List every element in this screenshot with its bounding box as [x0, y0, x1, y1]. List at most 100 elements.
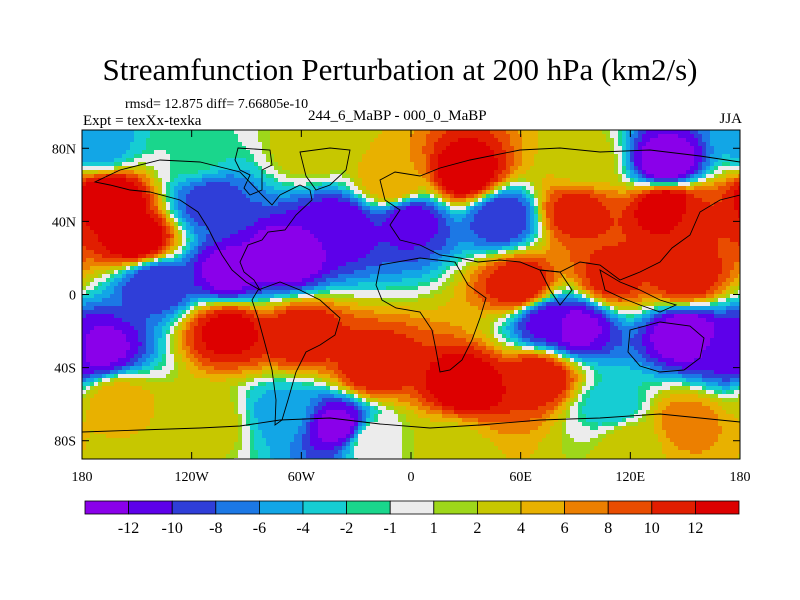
field-cell [270, 254, 275, 259]
field-cell [302, 158, 307, 163]
field-cell [170, 270, 175, 275]
field-cell [282, 206, 287, 211]
field-cell [278, 290, 283, 295]
field-cell [230, 214, 235, 219]
field-cell [254, 398, 259, 403]
field-cell [290, 162, 295, 167]
field-cell [218, 198, 223, 203]
field-cell [266, 322, 271, 327]
field-cell [314, 330, 319, 335]
field-cell [166, 410, 171, 415]
field-cell [110, 278, 115, 283]
field-cell [194, 286, 199, 291]
field-cell [166, 146, 171, 151]
field-cell [302, 334, 307, 339]
field-cell [306, 342, 311, 347]
field-cell [286, 222, 291, 227]
field-cell [294, 198, 299, 203]
field-cell [286, 162, 291, 167]
field-cell [126, 422, 131, 427]
field-cell [286, 390, 291, 395]
field-cell [250, 330, 255, 335]
field-cell [154, 314, 159, 319]
field-cell [118, 378, 123, 383]
field-cell [182, 354, 187, 359]
field-cell [270, 422, 275, 427]
field-cell [294, 238, 299, 243]
field-cell [198, 270, 203, 275]
field-cell [230, 134, 235, 139]
field-cell [126, 242, 131, 247]
field-cell [230, 298, 235, 303]
field-cell [322, 178, 327, 183]
field-cell [306, 454, 311, 459]
field-cell [154, 298, 159, 303]
field-cell [118, 342, 123, 347]
field-cell [250, 278, 255, 283]
field-cell [158, 218, 163, 223]
field-cell [258, 410, 263, 415]
field-cell [134, 226, 139, 231]
field-cell [310, 310, 315, 315]
field-cell [314, 158, 319, 163]
field-cell [286, 286, 291, 291]
field-cell [234, 266, 239, 271]
field-cell [258, 130, 263, 135]
field-cell [306, 430, 311, 435]
field-cell [242, 246, 247, 251]
field-cell [234, 186, 239, 191]
field-cell [206, 250, 211, 255]
field-cell [282, 174, 287, 179]
field-cell [206, 130, 211, 135]
field-cell [118, 214, 123, 219]
field-cell [126, 414, 131, 419]
field-cell [134, 358, 139, 363]
field-cell [306, 234, 311, 239]
field-cell [282, 226, 287, 231]
field-cell [110, 382, 115, 387]
field-cell [218, 146, 223, 151]
field-cell [98, 218, 103, 223]
field-cell [198, 198, 203, 203]
field-cell [218, 254, 223, 259]
field-cell [270, 434, 275, 439]
field-cell [310, 382, 315, 387]
field-cell [278, 346, 283, 351]
field-cell [302, 130, 307, 135]
field-cell [134, 266, 139, 271]
field-cell [122, 454, 127, 459]
field-cell [178, 398, 183, 403]
field-cell [146, 166, 151, 171]
field-cell [222, 398, 227, 403]
field-cell [302, 154, 307, 159]
field-cell [186, 450, 191, 455]
field-cell [142, 402, 147, 407]
field-cell [118, 150, 123, 155]
field-cell [166, 358, 171, 363]
field-cell [234, 134, 239, 139]
field-cell [182, 262, 187, 267]
field-cell [226, 138, 231, 143]
field-cell [258, 282, 263, 287]
field-cell [102, 394, 107, 399]
field-cell [314, 362, 319, 367]
field-cell [154, 222, 159, 227]
field-cell [110, 398, 115, 403]
field-cell [198, 346, 203, 351]
field-cell [294, 450, 299, 455]
field-cell [282, 370, 287, 375]
field-cell [250, 242, 255, 247]
field-cell [186, 154, 191, 159]
field-cell [198, 310, 203, 315]
field-cell [306, 226, 311, 231]
field-cell [182, 146, 187, 151]
field-cell [246, 154, 251, 159]
field-cell [234, 222, 239, 227]
field-cell [234, 314, 239, 319]
field-cell [110, 198, 115, 203]
field-cell [238, 270, 243, 275]
field-cell [242, 238, 247, 243]
field-cell [274, 262, 279, 267]
field-cell [278, 250, 283, 255]
field-cell [298, 202, 303, 207]
